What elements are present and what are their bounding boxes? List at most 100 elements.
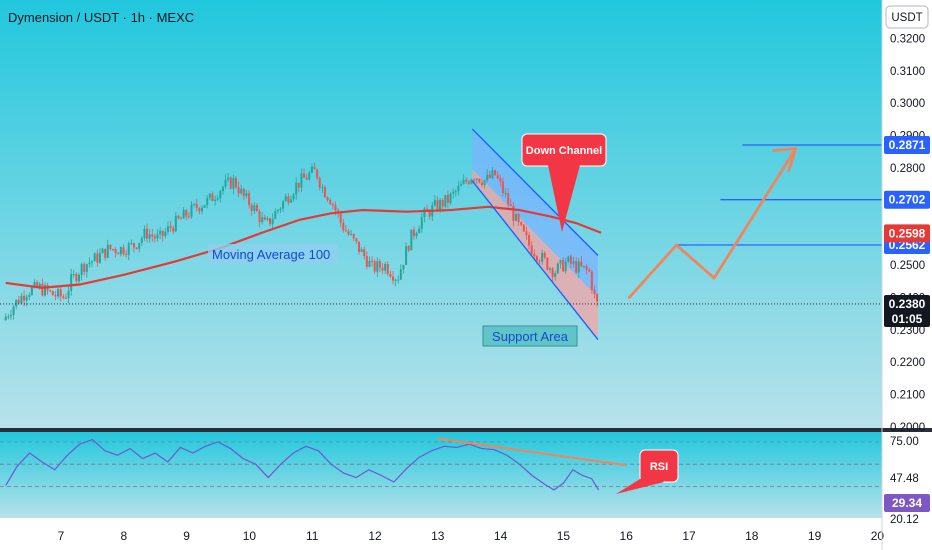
candle-body (59, 289, 62, 297)
price-tick-label: 0.3100 (890, 66, 925, 78)
channel-lower-line[interactable] (471, 180, 599, 340)
candle-body (386, 264, 389, 274)
candle-body (554, 273, 557, 277)
candle-body (117, 252, 120, 255)
candle-body (446, 195, 449, 203)
candle-body (397, 279, 400, 281)
candle-body (583, 266, 586, 268)
candle-body (153, 236, 156, 239)
time-tick-label: 17 (682, 529, 696, 543)
candle-body (250, 205, 253, 211)
time-tick-label: 20 (871, 529, 885, 543)
candle-body (64, 297, 67, 299)
moving-average-annotation: Moving Average 100 (212, 247, 330, 262)
candle-body (501, 181, 504, 194)
candle-body (287, 196, 290, 203)
projection-path[interactable] (627, 147, 798, 299)
candle-body (7, 316, 10, 318)
candle-body (407, 246, 410, 251)
candle-body (93, 253, 96, 262)
candle-body (462, 179, 465, 184)
candle-body (326, 197, 329, 201)
rsi-pane-background (0, 432, 882, 518)
candle-body (381, 267, 384, 271)
rsi-tick-label: 47.48 (890, 473, 919, 485)
time-tick-label: 19 (808, 529, 822, 543)
candle-body (428, 210, 431, 217)
candle-body (80, 264, 83, 276)
candle-body (240, 188, 243, 194)
currency-label: USDT (891, 12, 922, 24)
time-tick-label: 10 (243, 529, 257, 543)
time-tick-label: 9 (183, 529, 190, 543)
candle-body (261, 217, 264, 223)
rsi-tick-label: 20.12 (890, 514, 919, 526)
support-area-box[interactable] (482, 325, 578, 347)
down-channel-callout[interactable]: Down Channel (521, 133, 607, 232)
price-tick-label: 0.2500 (890, 260, 925, 272)
level-price-tag-text: 0.2702 (889, 193, 926, 207)
candle-body (486, 174, 489, 181)
candle-body (33, 281, 36, 288)
candle-body (394, 279, 397, 281)
candle-body (166, 226, 169, 232)
candle-body (245, 193, 248, 197)
candle-body (504, 193, 507, 195)
time-axis-background[interactable] (0, 519, 882, 550)
candle-body (399, 269, 402, 280)
candle-body (289, 199, 292, 203)
current-price-value: 0.2380 (889, 297, 926, 311)
candle-body (235, 178, 238, 188)
candle-body (174, 215, 177, 232)
candle-body (572, 261, 575, 264)
rsi-value-text: 29.34 (892, 496, 922, 510)
candle-body (465, 179, 468, 182)
moving-average-annotation-box[interactable] (208, 244, 338, 264)
candle-body (483, 180, 486, 186)
candle-body (271, 218, 274, 224)
currency-button[interactable] (885, 5, 929, 29)
candle-body (420, 217, 423, 229)
candle-body (106, 244, 109, 258)
candle-body (138, 242, 141, 249)
candle-body (470, 179, 473, 184)
rsi-line[interactable] (5, 438, 600, 491)
candle-body (83, 264, 86, 272)
candle-body (70, 274, 73, 291)
candle-body (172, 227, 175, 232)
time-tick-label: 15 (557, 529, 571, 543)
candle-body (4, 316, 7, 321)
candle-body (195, 203, 198, 208)
pane-separator[interactable] (0, 428, 932, 432)
candle-body (20, 295, 23, 304)
down-channel-label: Down Channel (526, 145, 602, 157)
rsi-value-tag: 29.34 (884, 494, 930, 512)
time-tick-label: 16 (620, 529, 634, 543)
candle-body (140, 238, 143, 243)
candle-body (439, 199, 442, 211)
price-tick-label: 0.2100 (890, 390, 925, 402)
candle-body (520, 222, 523, 225)
candle-body (182, 210, 185, 219)
rsi-divergence-line[interactable] (437, 437, 627, 467)
rsi-callout[interactable]: RSI (616, 449, 679, 494)
candle-body (331, 204, 334, 206)
channel-upper-line[interactable] (471, 128, 599, 256)
candle-body (101, 248, 104, 254)
candle-body (350, 233, 353, 235)
candle-body (452, 191, 455, 194)
candle-body (297, 182, 300, 188)
candle-body (237, 187, 240, 194)
candles (4, 162, 599, 321)
candle-body (567, 256, 570, 262)
candle-body (143, 228, 146, 239)
candle-body (457, 185, 460, 192)
candle-body (229, 177, 232, 189)
candle-body (360, 249, 363, 252)
moving-average-line[interactable] (5, 205, 602, 289)
candle-body (475, 178, 478, 180)
candle-body (224, 179, 227, 187)
rsi-callout-label: RSI (650, 461, 668, 473)
candle-body (305, 177, 308, 180)
